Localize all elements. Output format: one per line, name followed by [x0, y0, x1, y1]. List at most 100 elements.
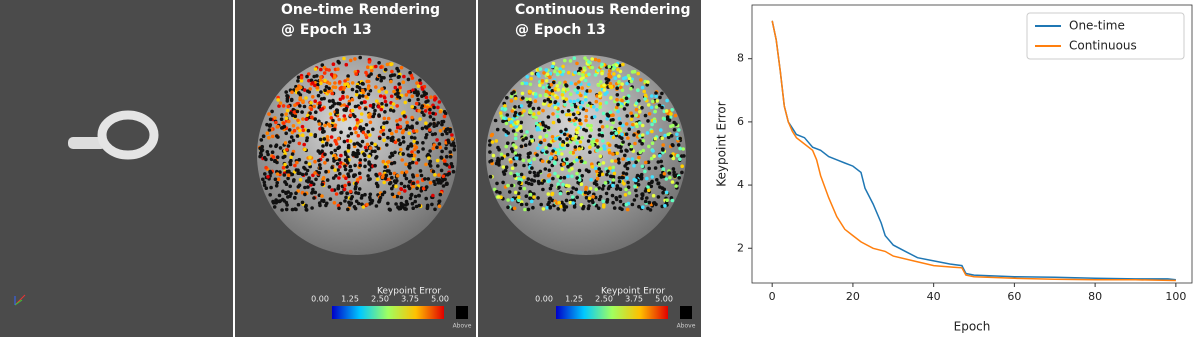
sample-point: [270, 150, 275, 154]
sample-point: [402, 74, 406, 79]
sample-point: [587, 82, 591, 87]
sample-point: [303, 192, 307, 197]
sample-point: [580, 86, 584, 90]
sample-point: [433, 207, 437, 212]
sample-point: [671, 167, 676, 171]
sample-point: [673, 113, 678, 118]
sample-point: [538, 135, 542, 139]
sample-point: [440, 149, 444, 154]
sample-point: [498, 190, 502, 195]
sample-point: [436, 164, 440, 168]
sample-point: [344, 106, 349, 111]
sample-point: [377, 61, 381, 65]
sample-point: [332, 159, 336, 163]
sample-point: [536, 171, 540, 176]
sample-point: [587, 72, 591, 77]
sample-point: [338, 86, 343, 91]
sample-point: [422, 113, 426, 117]
sample-point: [640, 106, 644, 110]
sample-point: [292, 178, 296, 182]
sample-point: [575, 176, 579, 180]
sample-point: [417, 193, 422, 198]
sample-point: [624, 132, 629, 136]
sample-point: [322, 71, 327, 75]
sample-point: [369, 65, 373, 70]
sample-point: [388, 171, 393, 176]
sample-point: [566, 70, 571, 75]
sample-point: [608, 75, 613, 79]
sample-point: [438, 109, 443, 114]
sample-point: [396, 125, 400, 130]
sample-point: [435, 145, 439, 150]
sample-point: [393, 150, 397, 155]
sample-point: [267, 128, 272, 132]
sample-point: [504, 165, 509, 169]
sample-point: [323, 161, 327, 165]
sample-point: [510, 109, 515, 113]
sample-point: [575, 90, 580, 95]
sample-point: [400, 158, 405, 162]
sample-point: [397, 206, 402, 211]
sample-point: [588, 145, 592, 149]
sample-point: [356, 151, 361, 156]
sample-point: [622, 76, 626, 81]
sample-point: [271, 155, 276, 159]
sample-point: [558, 67, 563, 71]
sample-point: [501, 119, 505, 124]
colorbar-above: Above: [677, 323, 696, 330]
sample-point: [282, 121, 286, 125]
sample-point: [524, 81, 529, 86]
sample-point: [342, 56, 346, 61]
sample-point: [547, 179, 551, 183]
sample-point: [625, 207, 630, 212]
sample-point: [338, 165, 342, 169]
sample-point: [408, 70, 412, 75]
sample-point: [363, 192, 367, 197]
sample-point: [305, 168, 310, 173]
sample-point: [576, 110, 580, 115]
sample-point: [566, 109, 571, 113]
sample-point: [547, 103, 551, 108]
sample-point: [312, 196, 316, 200]
sample-point: [298, 96, 303, 100]
sample-point: [546, 97, 550, 102]
sample-point: [333, 75, 337, 79]
sample-point: [542, 128, 547, 133]
sample-point: [622, 107, 627, 111]
sample-point: [353, 163, 357, 168]
sample-point: [597, 173, 602, 177]
sample-point: [374, 85, 378, 89]
sample-point: [504, 144, 509, 149]
sample-point: [404, 176, 409, 181]
sample-point: [618, 199, 623, 204]
sample-point: [343, 164, 347, 169]
sample-point: [337, 206, 341, 211]
sample-point: [546, 115, 551, 119]
sample-point: [578, 121, 583, 126]
sample-point: [653, 109, 657, 114]
sample-point: [424, 95, 429, 100]
sample-point: [285, 94, 289, 98]
sample-point: [557, 185, 561, 190]
sample-point: [571, 201, 575, 205]
sample-point: [517, 195, 521, 199]
sample-point: [313, 171, 317, 175]
sample-point: [407, 98, 412, 103]
sample-point: [551, 112, 555, 116]
sample-point: [608, 69, 612, 73]
sample-point: [541, 108, 545, 113]
sample-point: [674, 184, 678, 188]
sample-point: [432, 105, 436, 110]
sample-point: [532, 195, 536, 199]
sample-point: [526, 155, 531, 159]
sample-point: [558, 176, 563, 180]
sample-point: [353, 173, 358, 177]
sample-point: [596, 83, 601, 87]
y-tick-label: 6: [737, 115, 744, 128]
sample-point: [656, 195, 661, 199]
sample-point: [383, 110, 387, 114]
sample-point: [438, 145, 443, 150]
sample-point: [374, 156, 378, 160]
sample-point: [568, 200, 573, 205]
sample-point: [295, 160, 299, 165]
